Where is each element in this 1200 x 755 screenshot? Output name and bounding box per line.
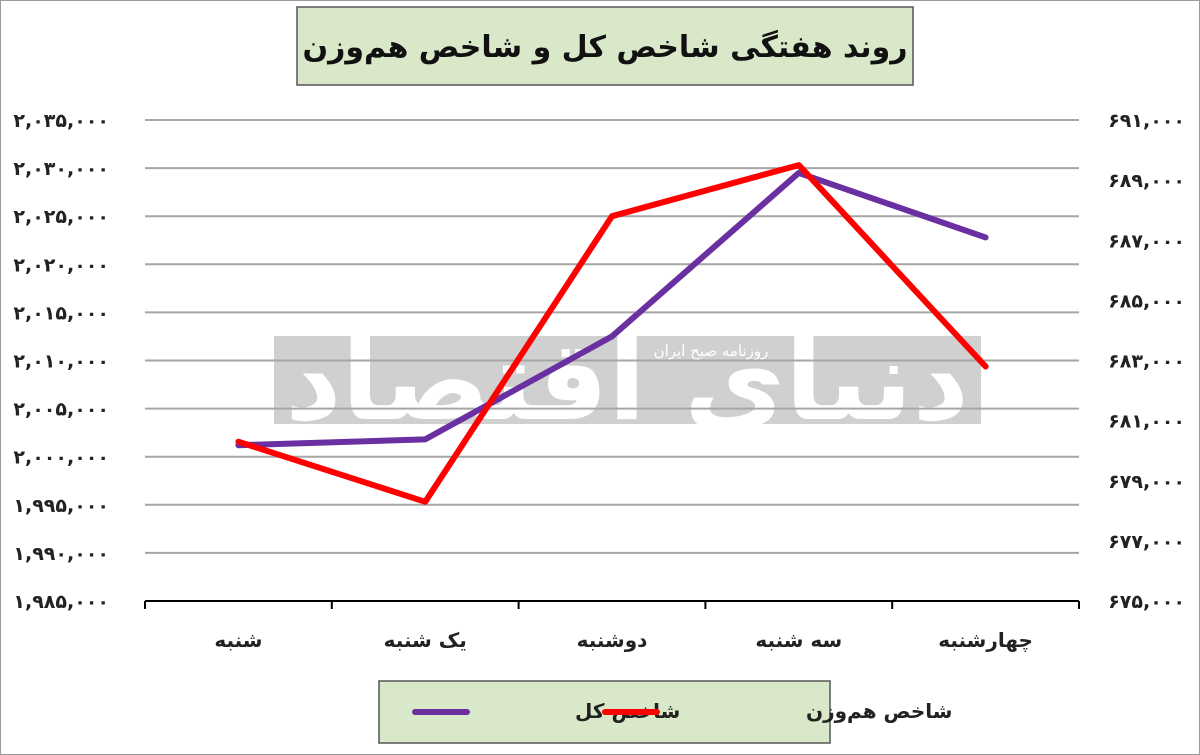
legend: شاخص کل شاخص هم‌وزن [378, 680, 952, 744]
chart-title-group: روند هفتگی شاخص کل و شاخص هم‌وزن [296, 6, 914, 86]
series-lines [235, 162, 989, 505]
left-axis-tick-label: ۲,۰۲۰,۰۰۰ [13, 254, 109, 276]
right-axis-tick-label: ۶۷۹,۰۰۰ [1108, 471, 1185, 493]
left-axis-tick-label: ۲,۰۰۵,۰۰۰ [13, 399, 109, 421]
series-line-shakhes-hamvazn [235, 162, 989, 505]
x-axis-category-label: سه شنبه [755, 628, 842, 652]
right-axis-tick-label: ۶۸۵,۰۰۰ [1108, 290, 1185, 312]
x-axis-category-label: شنبه [214, 628, 262, 652]
left-axis-tick-label: ۱,۹۹۵,۰۰۰ [13, 495, 109, 517]
right-axis-tick-label: ۶۷۷,۰۰۰ [1108, 531, 1185, 553]
x-axis-category-label: چهارشنبه [938, 628, 1033, 653]
right-axis-tick-label: ۶۸۱,۰۰۰ [1108, 411, 1185, 433]
left-axis-tick-label: ۲,۰۱۵,۰۰۰ [13, 302, 109, 324]
chart-title-box [296, 6, 914, 86]
left-axis-ticks: ۱,۹۸۵,۰۰۰ ۱,۹۹۰,۰۰۰ ۱,۹۹۵,۰۰۰ ۲,۰۰۰,۰۰۰ ۲,۰۰… [13, 110, 109, 613]
watermark: دنیای اقتصاد روزنامه صبح ایران [274, 317, 981, 445]
legend-label-shakhes-hamvazn: شاخص هم‌وزن [806, 699, 952, 723]
series-line-shakhes-kol [235, 169, 989, 449]
watermark-main-text: دنیای اقتصاد [285, 317, 969, 445]
left-axis-tick-label: ۲,۰۳۰,۰۰۰ [13, 158, 109, 180]
left-axis-tick-label: ۱,۹۹۰,۰۰۰ [13, 543, 109, 565]
right-axis-ticks: ۶۷۵,۰۰۰ ۶۷۷,۰۰۰ ۶۷۹,۰۰۰ ۶۸۱,۰۰۰ ۶۸۳,۰۰۰ ۶۸۵,۰… [1108, 110, 1185, 613]
x-axis-category-label: یک شنبه [384, 628, 467, 652]
right-axis-tick-label: ۶۸۷,۰۰۰ [1108, 230, 1185, 252]
right-axis-tick-label: ۶۹۱,۰۰۰ [1108, 110, 1185, 132]
right-axis-tick-label: ۶۸۳,۰۰۰ [1108, 351, 1185, 373]
left-axis-tick-label: ۲,۰۰۰,۰۰۰ [13, 447, 109, 469]
left-axis-tick-label: ۲,۰۱۰,۰۰۰ [13, 351, 109, 373]
left-axis-tick-label: ۲,۰۳۵,۰۰۰ [13, 110, 109, 132]
x-axis-category-label: دوشنبه [577, 628, 648, 652]
right-axis-tick-label: ۶۸۹,۰۰۰ [1108, 170, 1185, 192]
x-axis: شنبه یک شنبه دوشنبه سه شنبه چهارشنبه [144, 600, 1080, 653]
gridlines [145, 119, 1079, 554]
left-axis-tick-label: ۱,۹۸۵,۰۰۰ [13, 591, 109, 613]
right-axis-tick-label: ۶۷۵,۰۰۰ [1108, 591, 1185, 613]
left-axis-tick-label: ۲,۰۲۵,۰۰۰ [13, 206, 109, 228]
chart-title: روند هفتگی شاخص کل و شاخص هم‌وزن [303, 29, 908, 65]
watermark-sub-text: روزنامه صبح ایران [654, 342, 769, 360]
